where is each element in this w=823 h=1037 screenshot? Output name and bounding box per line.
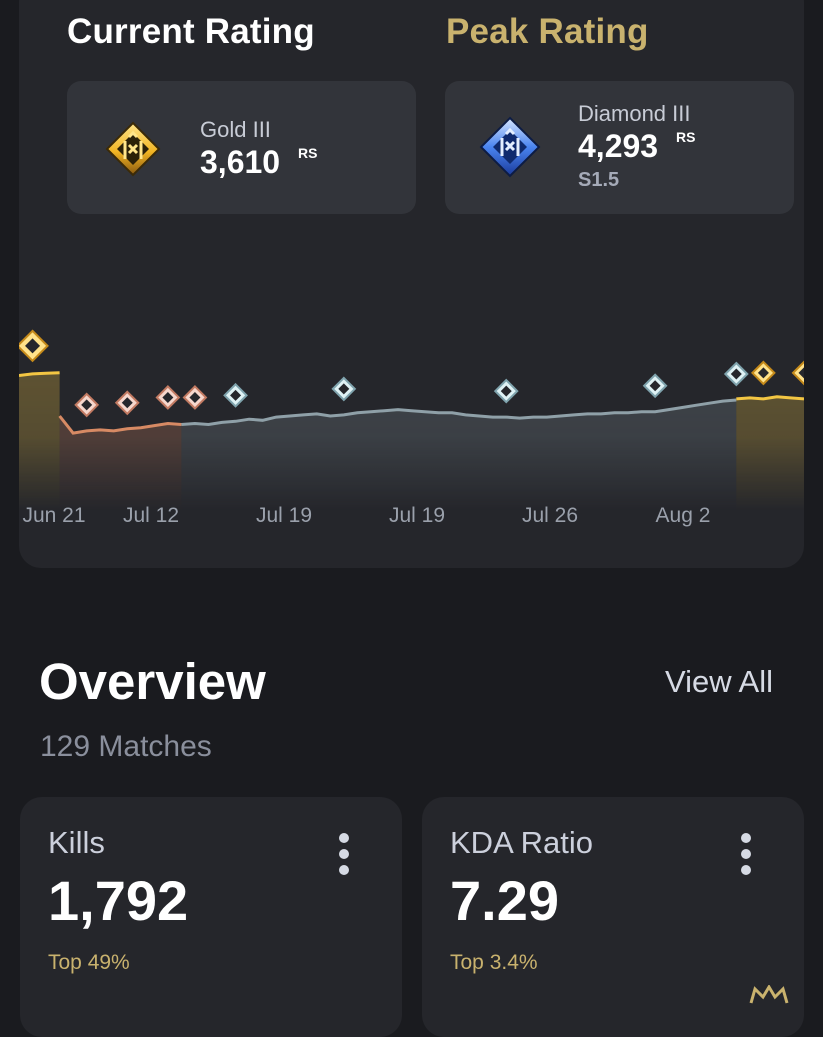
gold-rank-emblem-icon: [105, 121, 161, 177]
peak-rank-season: S1.5: [578, 169, 620, 191]
peak-rank-unit: RS: [676, 129, 696, 145]
rank-marker-diamond-icon[interactable]: [723, 361, 749, 387]
rank-marker-platinum-icon[interactable]: [74, 392, 100, 418]
current-rating-header: Current Rating: [67, 12, 315, 51]
rating-history-chart[interactable]: Jun 21 Jul 12 Jul 19 Jul 19 Jul 26 Aug 2: [19, 300, 804, 548]
rank-marker-diamond-icon[interactable]: [642, 373, 668, 399]
rank-marker-diamond-icon[interactable]: [223, 382, 248, 408]
current-rank-unit: RS: [298, 145, 318, 161]
rank-marker-platinum-icon[interactable]: [114, 390, 140, 416]
matches-count: 129 Matches: [40, 730, 212, 763]
chart-area-diamond-2: [181, 400, 737, 548]
chart-area-gold-3: [736, 396, 804, 548]
kills-stat-card[interactable]: Kills 1,792 Top 49%: [20, 797, 402, 1037]
x-tick-label: Jun 21: [22, 504, 85, 527]
kda-more-menu-icon[interactable]: [739, 833, 753, 881]
x-tick-label: Aug 2: [656, 504, 711, 527]
kills-more-menu-icon[interactable]: [337, 833, 351, 881]
current-rank-value: 3,610: [200, 144, 281, 180]
kda-rank-percent: Top 3.4%: [450, 951, 538, 974]
x-tick-label: Jul 12: [123, 504, 179, 527]
chart-area-gold-0: [19, 372, 60, 548]
peak-rank-box[interactable]: Diamond III 4,293 RS S1.5: [445, 81, 794, 214]
peak-rating-header[interactable]: Peak Rating: [446, 12, 649, 51]
peak-rank-value: 4,293: [578, 128, 659, 164]
current-rank-box[interactable]: Gold III 3,610 RS: [67, 81, 416, 214]
diamond-rank-emblem-icon: [479, 116, 541, 178]
chart-line-gold-3: [736, 395, 804, 401]
chart-line-diamond-2: [181, 398, 737, 427]
chart-line-gold-0: [19, 371, 60, 377]
rank-marker-diamond-icon[interactable]: [493, 378, 519, 404]
kills-rank-percent: Top 49%: [48, 951, 130, 974]
x-tick-label: Jul 19: [389, 504, 445, 527]
peak-rank-name: Diamond III: [578, 101, 691, 126]
kda-stat-card[interactable]: KDA Ratio 7.29 Top 3.4%: [422, 797, 804, 1037]
kda-label: KDA Ratio: [450, 825, 594, 860]
view-all-link[interactable]: View All: [665, 664, 773, 699]
rank-marker-gold-icon[interactable]: [791, 360, 804, 386]
rank-marker-platinum-icon[interactable]: [182, 385, 208, 410]
kills-label: Kills: [48, 825, 105, 860]
rank-marker-gold-large-icon[interactable]: [19, 329, 49, 363]
overview-title: Overview: [39, 653, 266, 710]
chart-line-platinum-1: [58, 415, 182, 435]
x-tick-label: Jul 19: [256, 504, 312, 527]
kda-value: 7.29: [450, 869, 559, 932]
chart-area-platinum-1: [59, 416, 182, 548]
rank-marker-diamond-icon[interactable]: [331, 376, 357, 402]
rank-marker-gold-icon[interactable]: [750, 360, 776, 386]
x-tick-label: Jul 26: [522, 504, 578, 527]
crown-icon: [749, 985, 789, 1004]
current-rank-name: Gold III: [200, 117, 271, 142]
rating-card: Current Rating Peak Rating Gold III 3,61…: [19, 0, 804, 568]
kills-value: 1,792: [48, 869, 189, 932]
rank-marker-platinum-icon[interactable]: [155, 385, 181, 410]
